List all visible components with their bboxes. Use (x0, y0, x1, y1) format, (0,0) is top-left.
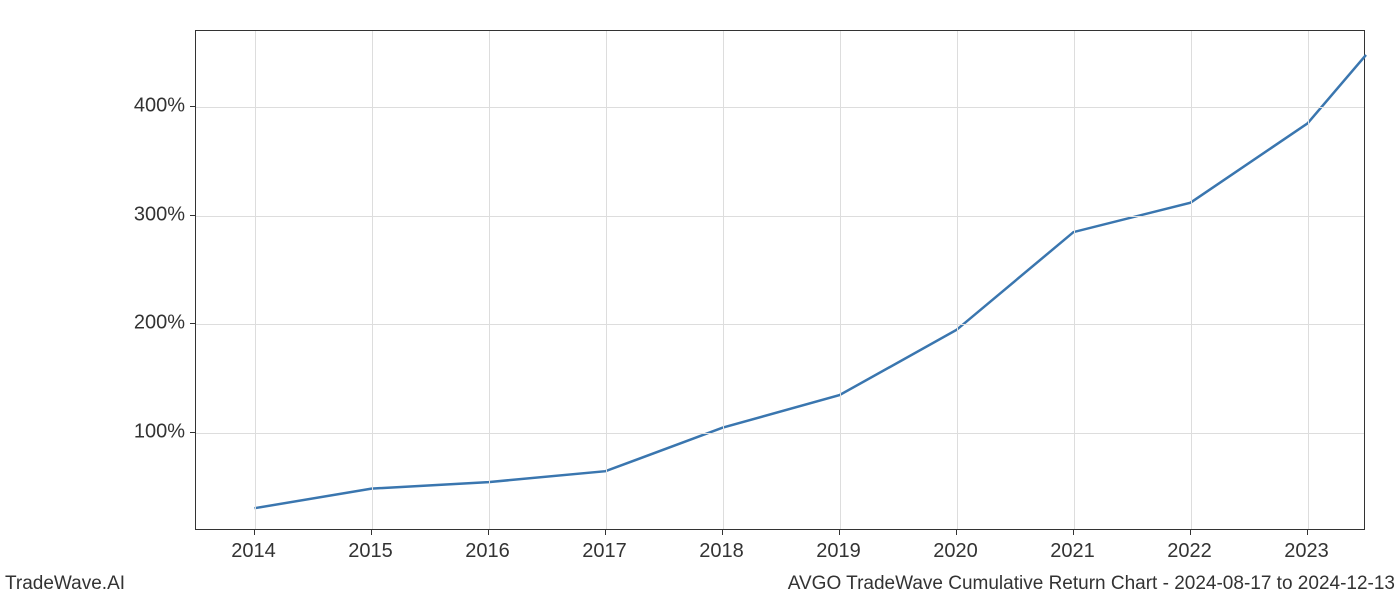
grid-line-vertical (489, 31, 490, 529)
x-axis-tick-mark (839, 530, 840, 535)
grid-line-vertical (840, 31, 841, 529)
x-axis-tick-label: 2017 (582, 540, 627, 563)
grid-line-vertical (1191, 31, 1192, 529)
x-axis-tick-label: 2021 (1050, 540, 1095, 563)
y-axis-tick-label: 400% (105, 95, 185, 118)
x-axis-tick-mark (956, 530, 957, 535)
grid-line-vertical (372, 31, 373, 529)
y-axis-tick-label: 300% (105, 203, 185, 226)
x-axis-tick-mark (1073, 530, 1074, 535)
footer-right-caption: AVGO TradeWave Cumulative Return Chart -… (788, 573, 1395, 595)
grid-line-vertical (606, 31, 607, 529)
grid-line-vertical (255, 31, 256, 529)
x-axis-tick-mark (722, 530, 723, 535)
x-axis-tick-label: 2019 (816, 540, 861, 563)
grid-line-vertical (1308, 31, 1309, 529)
x-axis-tick-mark (605, 530, 606, 535)
y-axis-tick-mark (190, 215, 195, 216)
grid-line-vertical (1074, 31, 1075, 529)
y-axis-tick-mark (190, 432, 195, 433)
chart-plot-area (195, 30, 1365, 530)
footer-left-brand: TradeWave.AI (5, 573, 125, 595)
x-axis-tick-label: 2023 (1284, 540, 1329, 563)
grid-line-vertical (957, 31, 958, 529)
x-axis-tick-label: 2014 (231, 540, 276, 563)
x-axis-tick-label: 2020 (933, 540, 978, 563)
x-axis-tick-mark (1307, 530, 1308, 535)
x-axis-tick-label: 2016 (465, 540, 510, 563)
y-axis-tick-mark (190, 106, 195, 107)
y-axis-tick-mark (190, 323, 195, 324)
x-axis-tick-mark (254, 530, 255, 535)
x-axis-tick-label: 2015 (348, 540, 393, 563)
y-axis-tick-label: 100% (105, 421, 185, 444)
x-axis-tick-mark (488, 530, 489, 535)
x-axis-tick-mark (1190, 530, 1191, 535)
grid-line-vertical (723, 31, 724, 529)
x-axis-tick-label: 2018 (699, 540, 744, 563)
y-axis-tick-label: 200% (105, 312, 185, 335)
x-axis-tick-label: 2022 (1167, 540, 1212, 563)
x-axis-tick-mark (371, 530, 372, 535)
